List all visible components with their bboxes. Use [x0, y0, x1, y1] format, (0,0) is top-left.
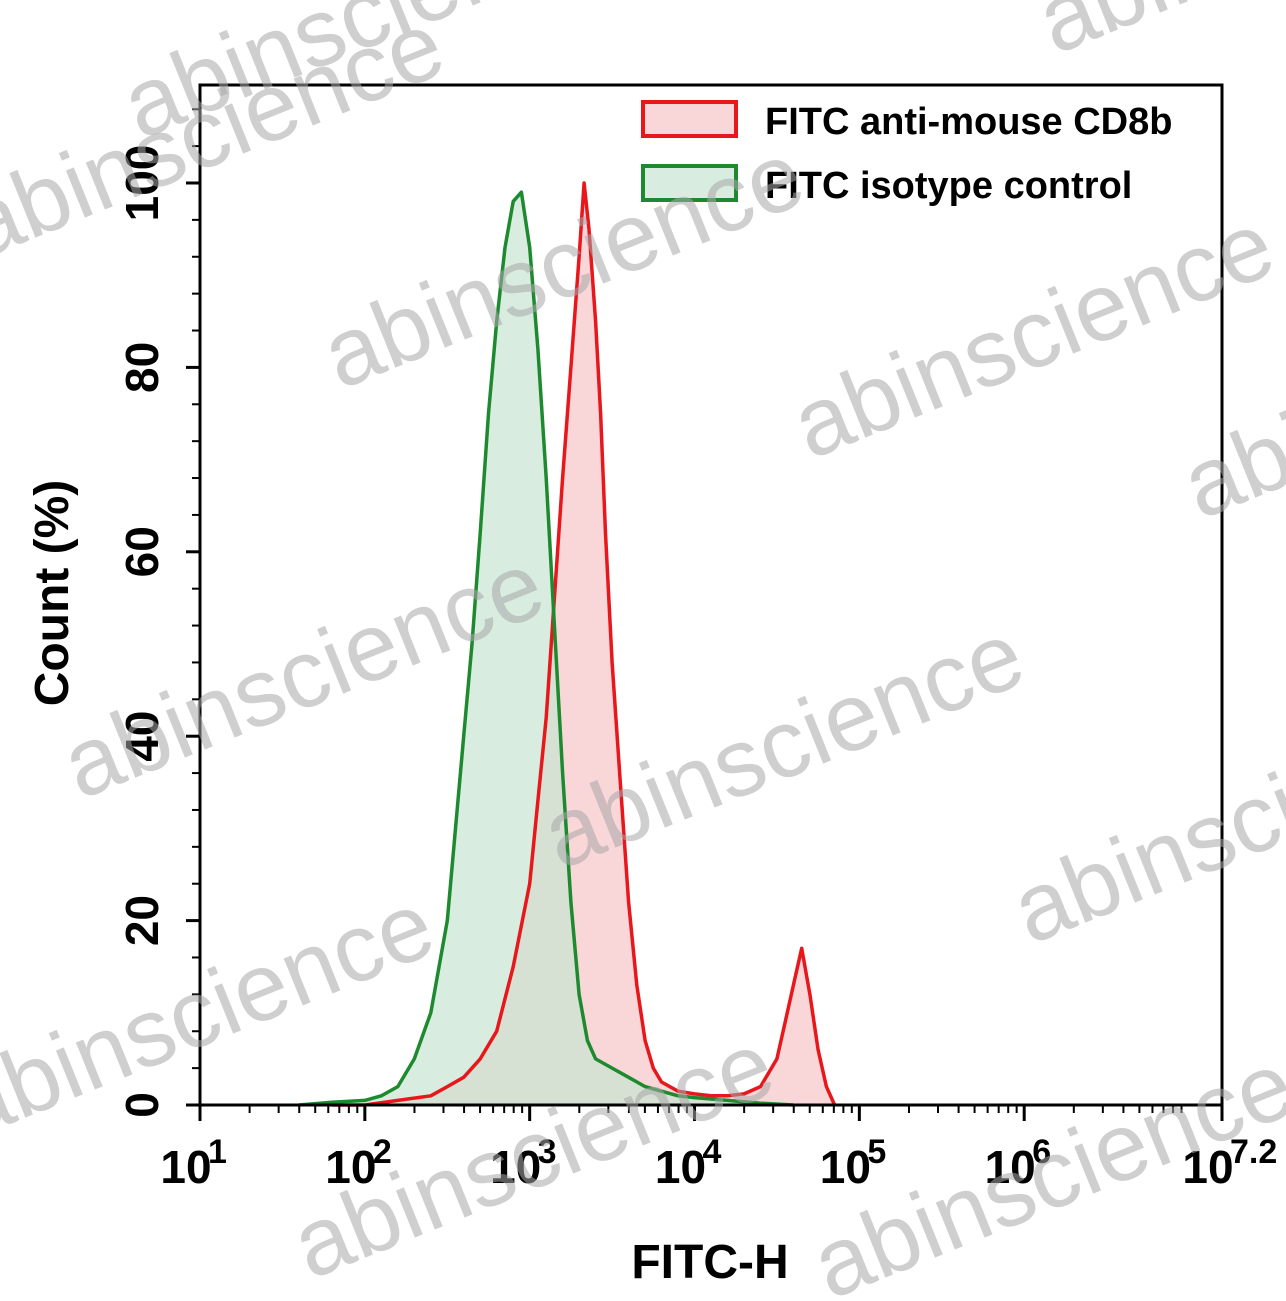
x-tick-exponent: 6	[1032, 1133, 1051, 1171]
x-tick-exponent: 7.2	[1230, 1133, 1277, 1171]
legend: FITC anti-mouse CD8b FITC isotype control	[641, 100, 1172, 207]
x-tick-label: 10	[655, 1141, 706, 1193]
x-tick-exponent: 1	[208, 1133, 227, 1171]
y-tick-label: 60	[116, 526, 168, 577]
plot-area	[298, 181, 837, 1107]
x-tick-exponent: 2	[373, 1133, 392, 1171]
y-tick-label: 20	[116, 895, 168, 946]
plot-frame	[198, 83, 1224, 1107]
y-tick-label: 0	[116, 1092, 168, 1118]
legend-label: FITC isotype control	[765, 165, 1132, 207]
y-axis-title: Count (%)	[26, 480, 79, 707]
legend-label: FITC anti-mouse CD8b	[765, 101, 1172, 143]
x-tick-label: 10	[325, 1141, 376, 1193]
legend-swatch	[641, 164, 738, 202]
series-line-1	[331, 181, 837, 1107]
x-tick-label: 10	[490, 1141, 541, 1193]
y-tick-label: 100	[116, 145, 168, 222]
x-tick-label: 10	[160, 1141, 211, 1193]
series-line-2	[298, 190, 794, 1107]
watermark-text: abinscience	[0, 870, 448, 1159]
x-tick-exponent: 5	[867, 1133, 886, 1171]
x-axis-title: FITC-H	[631, 1236, 788, 1289]
y-tick-label: 80	[116, 342, 168, 393]
watermark-text: abinscience	[998, 675, 1286, 964]
watermark-text: abinscience	[308, 120, 818, 409]
series-fill-2	[298, 192, 794, 1105]
x-tick-label: 10	[820, 1141, 871, 1193]
x-tick-label: 10	[985, 1141, 1036, 1193]
watermark-text: abinscience	[1023, 0, 1286, 74]
x-tick-exponent: 3	[538, 1133, 557, 1171]
y-tick-label: 40	[116, 711, 168, 762]
x-tick-exponent: 4	[703, 1133, 722, 1171]
x-tick-label: 10	[1182, 1141, 1233, 1193]
series-fill-1	[331, 183, 835, 1105]
legend-swatch	[641, 100, 738, 138]
